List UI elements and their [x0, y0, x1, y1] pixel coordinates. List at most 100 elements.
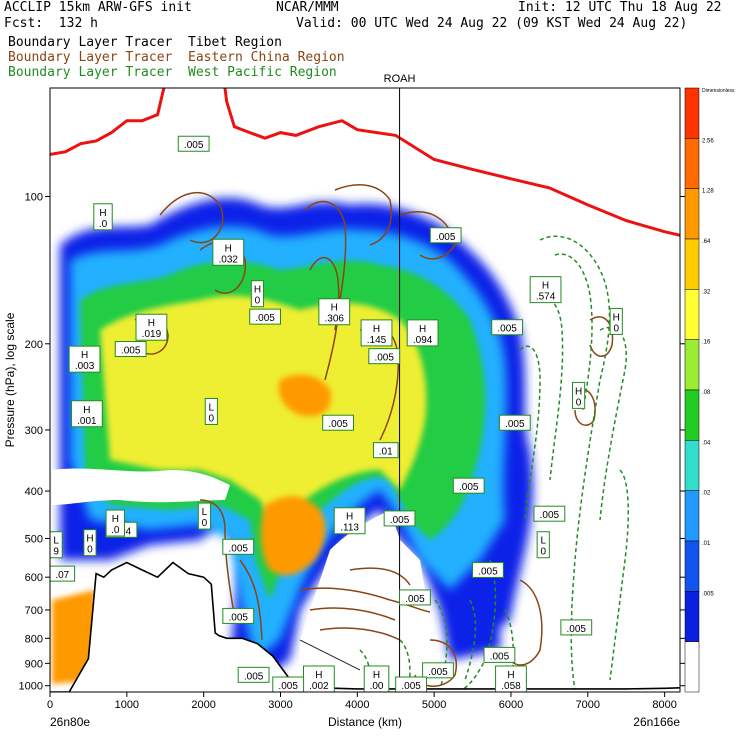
contour-label: .005	[491, 319, 524, 336]
colorbar-swatch	[684, 591, 700, 642]
contour-label-box	[452, 477, 485, 494]
contour-label-box	[70, 400, 103, 428]
x-tick-label: 5000	[422, 699, 446, 711]
contour-label-text: .002	[309, 681, 329, 692]
contour-label-text: 0	[540, 547, 546, 558]
contour-label-text: .003	[75, 361, 95, 372]
contour-label-text: H	[315, 670, 322, 681]
contour-label: .005	[222, 538, 255, 555]
contour-label: .005	[249, 308, 282, 325]
colorbar-level-label: .02	[702, 491, 711, 497]
x-tick-label: 7000	[576, 699, 600, 711]
contour-label-text: .0	[111, 525, 120, 536]
colorbar-swatch	[684, 389, 700, 441]
contour-label: .005	[395, 676, 427, 692]
contour-label-text: .032	[219, 254, 239, 265]
contour-label-box	[272, 676, 305, 692]
contour-label: L9	[50, 531, 63, 559]
contour-label-box	[250, 280, 265, 308]
contour-label-box	[498, 414, 531, 431]
contour-label-text: H	[99, 208, 106, 219]
contour-label-text: 0	[202, 518, 208, 529]
contour-label-text: .005	[401, 681, 421, 692]
contour-label: .005	[429, 227, 462, 244]
contour-label-text: H	[373, 670, 380, 681]
colorbar-swatch	[684, 540, 700, 592]
contour-label-text: .306	[325, 314, 345, 325]
contour-label-box	[609, 307, 623, 335]
contour-label-box	[395, 676, 427, 692]
contour-label-text: .005	[436, 232, 456, 243]
contour-label-text: .005	[278, 681, 298, 692]
contour-label: .005	[483, 646, 516, 663]
contour-label: .005	[114, 341, 147, 358]
contour-label-box	[360, 319, 393, 347]
contour-label-text: H	[613, 312, 620, 323]
colorbar-swatch	[684, 87, 700, 139]
legend-entry-eastern-china: Boundary Layer Tracer Eastern China Regi…	[8, 50, 345, 65]
contour-label-box	[322, 414, 355, 431]
x-tick-label: 0	[47, 699, 53, 711]
contour-label-text: .005	[490, 651, 510, 662]
contour-label-text: H	[148, 318, 155, 329]
section-end-label: 26n166e	[633, 715, 680, 729]
contour-label-text: .005	[478, 566, 498, 577]
contour-label-box	[472, 561, 504, 578]
contour-label-box	[422, 662, 454, 679]
contour-label-text: 9	[53, 547, 59, 558]
contour-label-box	[560, 619, 593, 636]
contour-label-text: .019	[142, 329, 162, 340]
colorbar-level-label: .005	[702, 591, 714, 597]
colorbar-swatch	[684, 440, 700, 491]
contour-label: .005	[452, 477, 485, 494]
colorbar-level-label: 2.56	[702, 138, 714, 144]
contour-label: .005	[422, 662, 454, 679]
contour-label-text: 0	[613, 323, 619, 334]
contour-label: H.145	[360, 319, 393, 347]
contour-label-text: .005	[184, 140, 204, 151]
contour-label-text: H	[419, 324, 426, 335]
contour-label: .005	[177, 135, 210, 152]
contour-label-box	[383, 510, 416, 527]
colorbar-level-label: .32	[702, 289, 711, 295]
contour-label: .005	[222, 607, 255, 624]
contour-label: .07	[50, 565, 76, 582]
contour-label: .005	[272, 676, 305, 692]
colorbar-level-label: .16	[702, 340, 711, 346]
colorbar-swatch	[684, 238, 700, 290]
y-tick-label: 500	[25, 533, 43, 545]
y-tick-label: 600	[25, 572, 43, 584]
contour-label: H.00	[363, 665, 390, 692]
y-tick-label: 800	[25, 633, 43, 645]
contour-label-box	[491, 319, 524, 336]
x-tick-label: 1000	[115, 699, 139, 711]
contour-label-text: L	[53, 536, 59, 547]
contour-label: H.094	[406, 319, 439, 347]
contour-label: H.058	[495, 665, 527, 692]
colorbar-level-label: .64	[702, 239, 711, 245]
contour-label-text: .0	[99, 219, 108, 230]
contour-label: .005	[322, 414, 355, 431]
contour-label-box	[222, 538, 255, 555]
x-tick-label: 2000	[191, 699, 215, 711]
tropopause-layer	[50, 88, 680, 237]
contour-label: L0	[204, 397, 218, 425]
colorbar-level-label: 1.28	[702, 189, 714, 195]
contour-label-box	[93, 203, 113, 231]
contour-label-text: .005	[228, 543, 248, 554]
colorbar: Dimensionless 2.56 1.28 .64 .32 .16 .08 .04 .02.…	[684, 87, 735, 693]
contour-label-text: .113	[340, 523, 359, 534]
y-tick-label: 700	[25, 605, 43, 617]
contour-label: L0	[536, 531, 550, 559]
contour-label: .005	[383, 510, 416, 527]
colorbar-swatch	[684, 138, 700, 189]
x-axis-ticks: 0 1000 2000 3000 4000 5000 6000 7000 8000	[47, 692, 677, 711]
colorbar-swatch	[684, 289, 700, 340]
header-center-line1: NCAR/MMM	[276, 0, 339, 15]
contour-label-box	[495, 665, 527, 692]
contour-label-text: .00	[370, 681, 384, 692]
contour-label-text: .094	[413, 335, 433, 346]
contour-label: L0	[197, 502, 212, 530]
contour-label: H.003	[68, 345, 101, 373]
